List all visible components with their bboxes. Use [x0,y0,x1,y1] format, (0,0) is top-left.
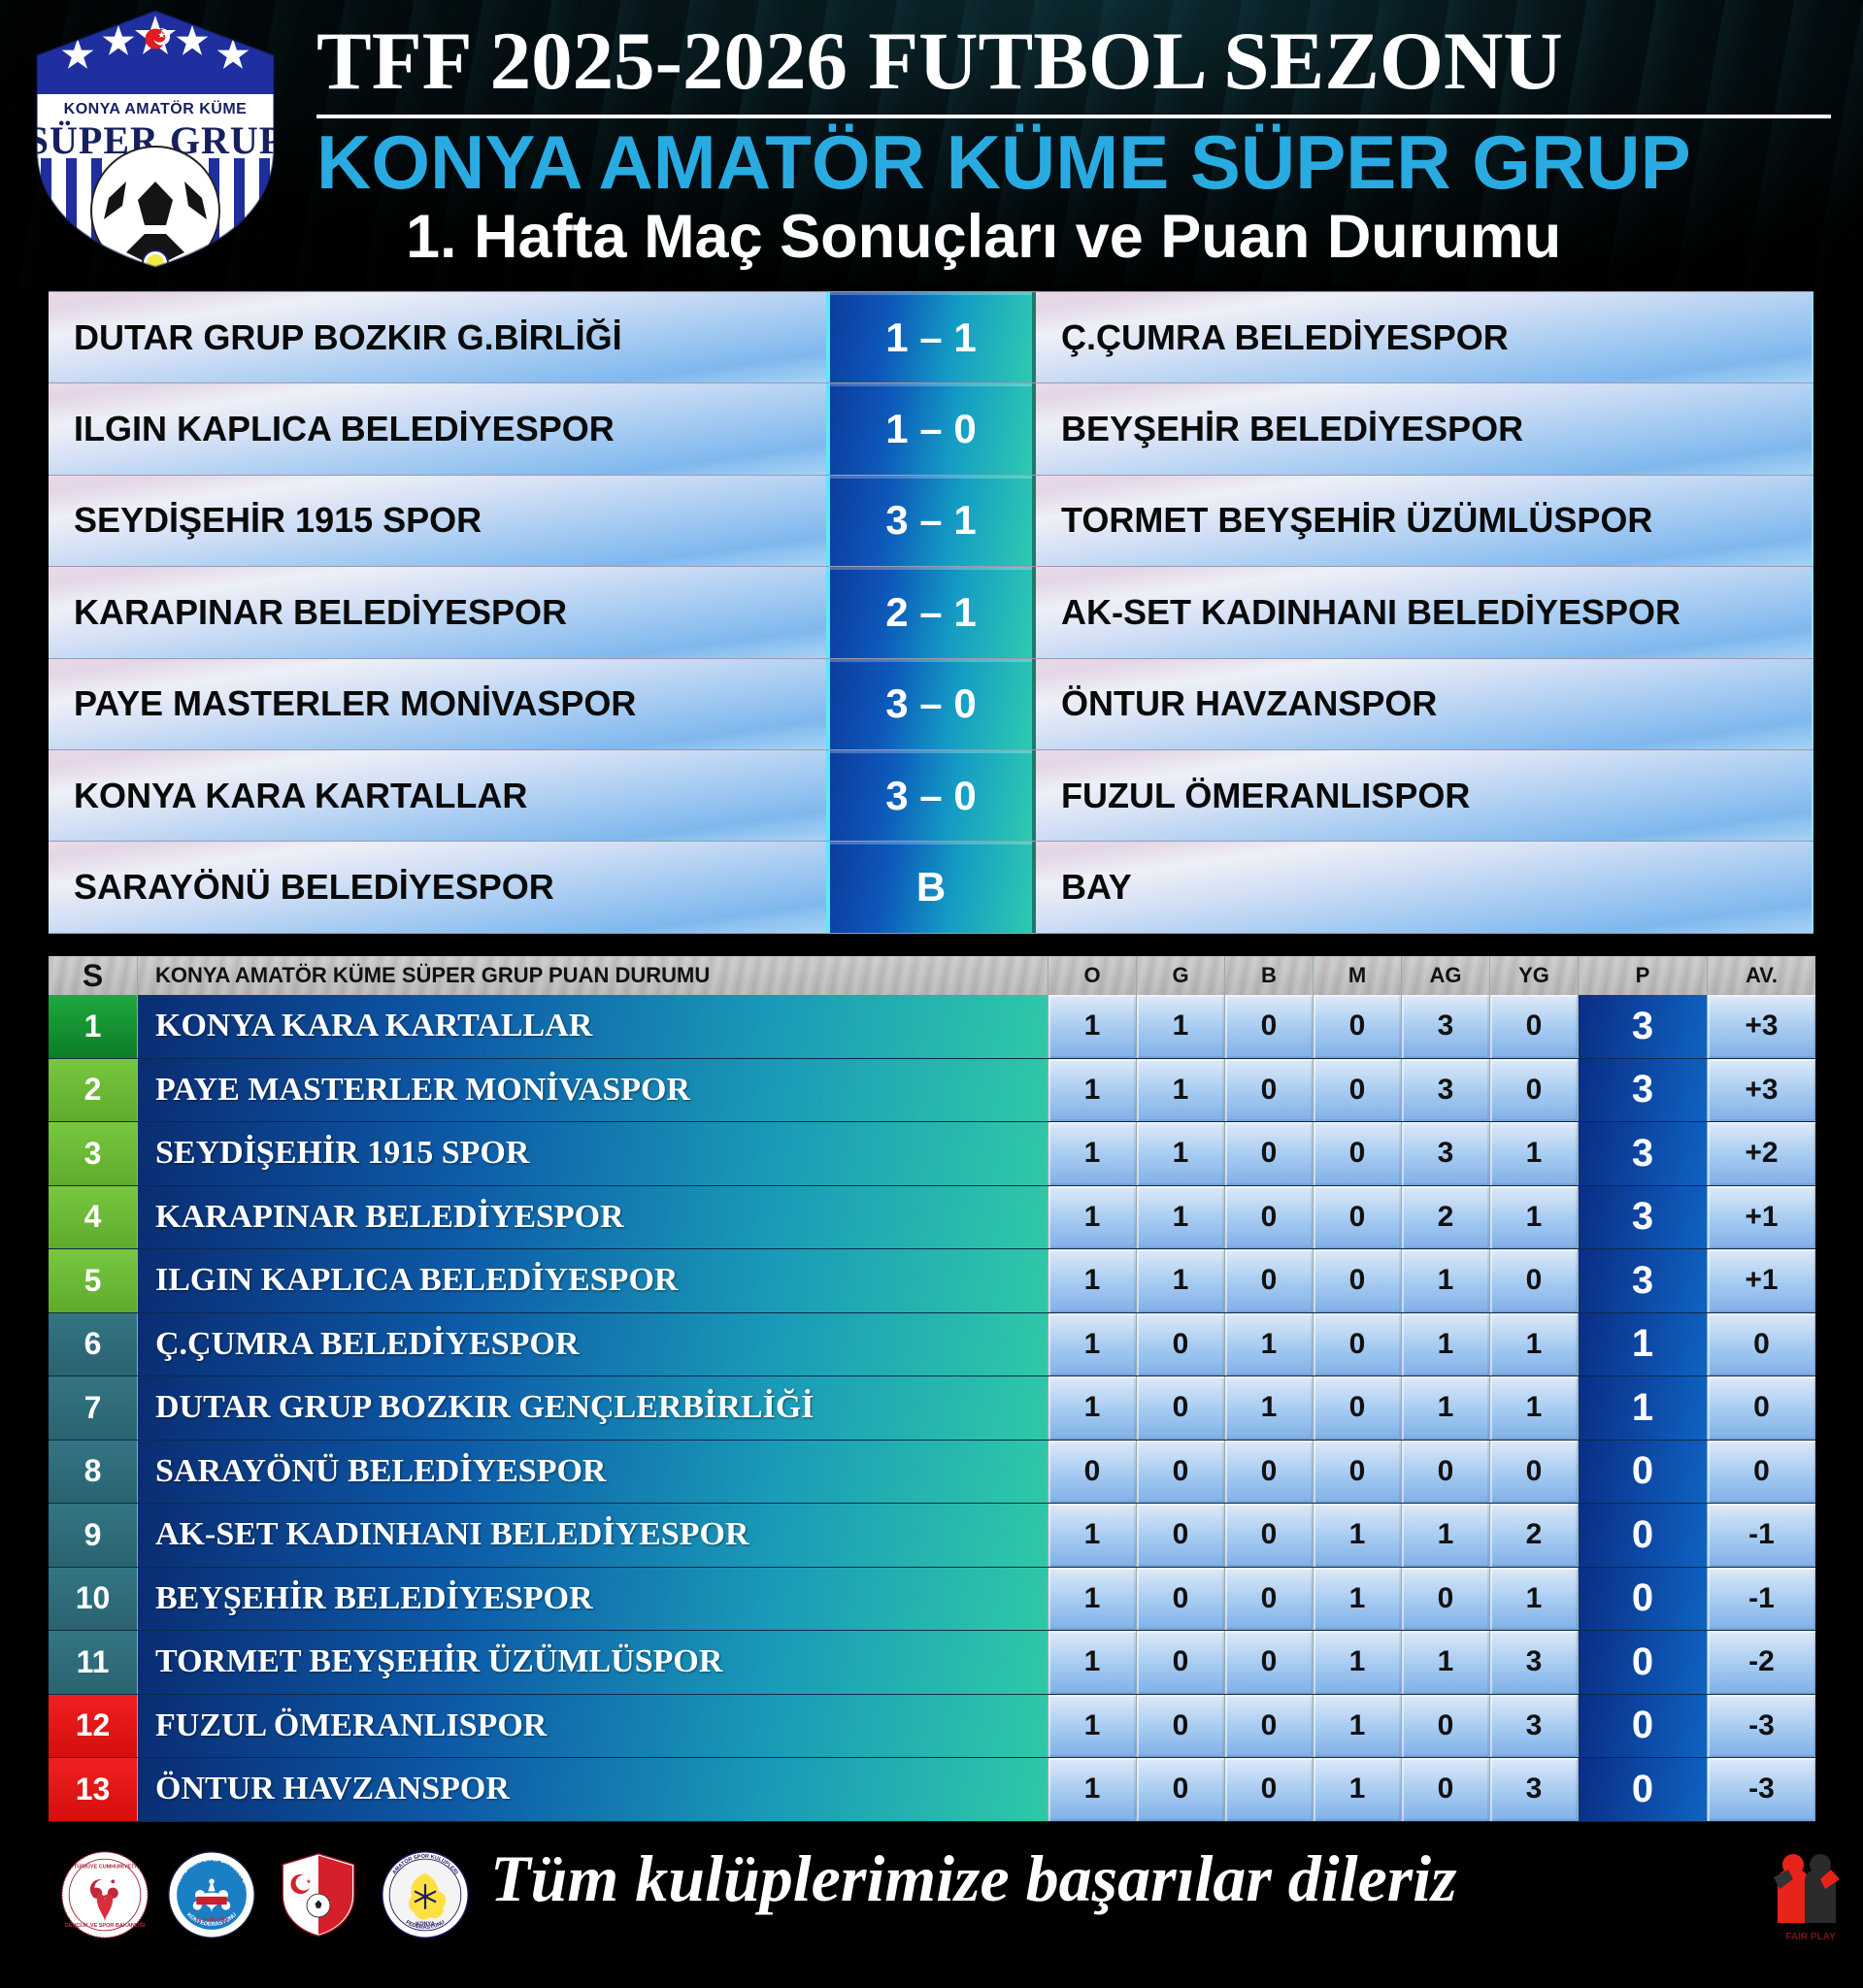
svg-text:1923: 1923 [320,1880,340,1891]
svg-text:KONYA: KONYA [416,1921,434,1927]
svg-text:20 EKİM 1980: 20 EKİM 1980 [196,1917,227,1924]
svg-text:GENÇLİK VE SPOR BAKANLIĞI: GENÇLİK VE SPOR BAKANLIĞI [64,1921,146,1929]
svg-text:KONYA AMATÖR KÜME: KONYA AMATÖR KÜME [64,99,248,117]
svg-text:TÜRKİYE CUMHURİYETİ: TÜRKİYE CUMHURİYETİ [74,1863,137,1870]
svg-text:FAIR PLAY: FAIR PLAY [1785,1932,1836,1942]
